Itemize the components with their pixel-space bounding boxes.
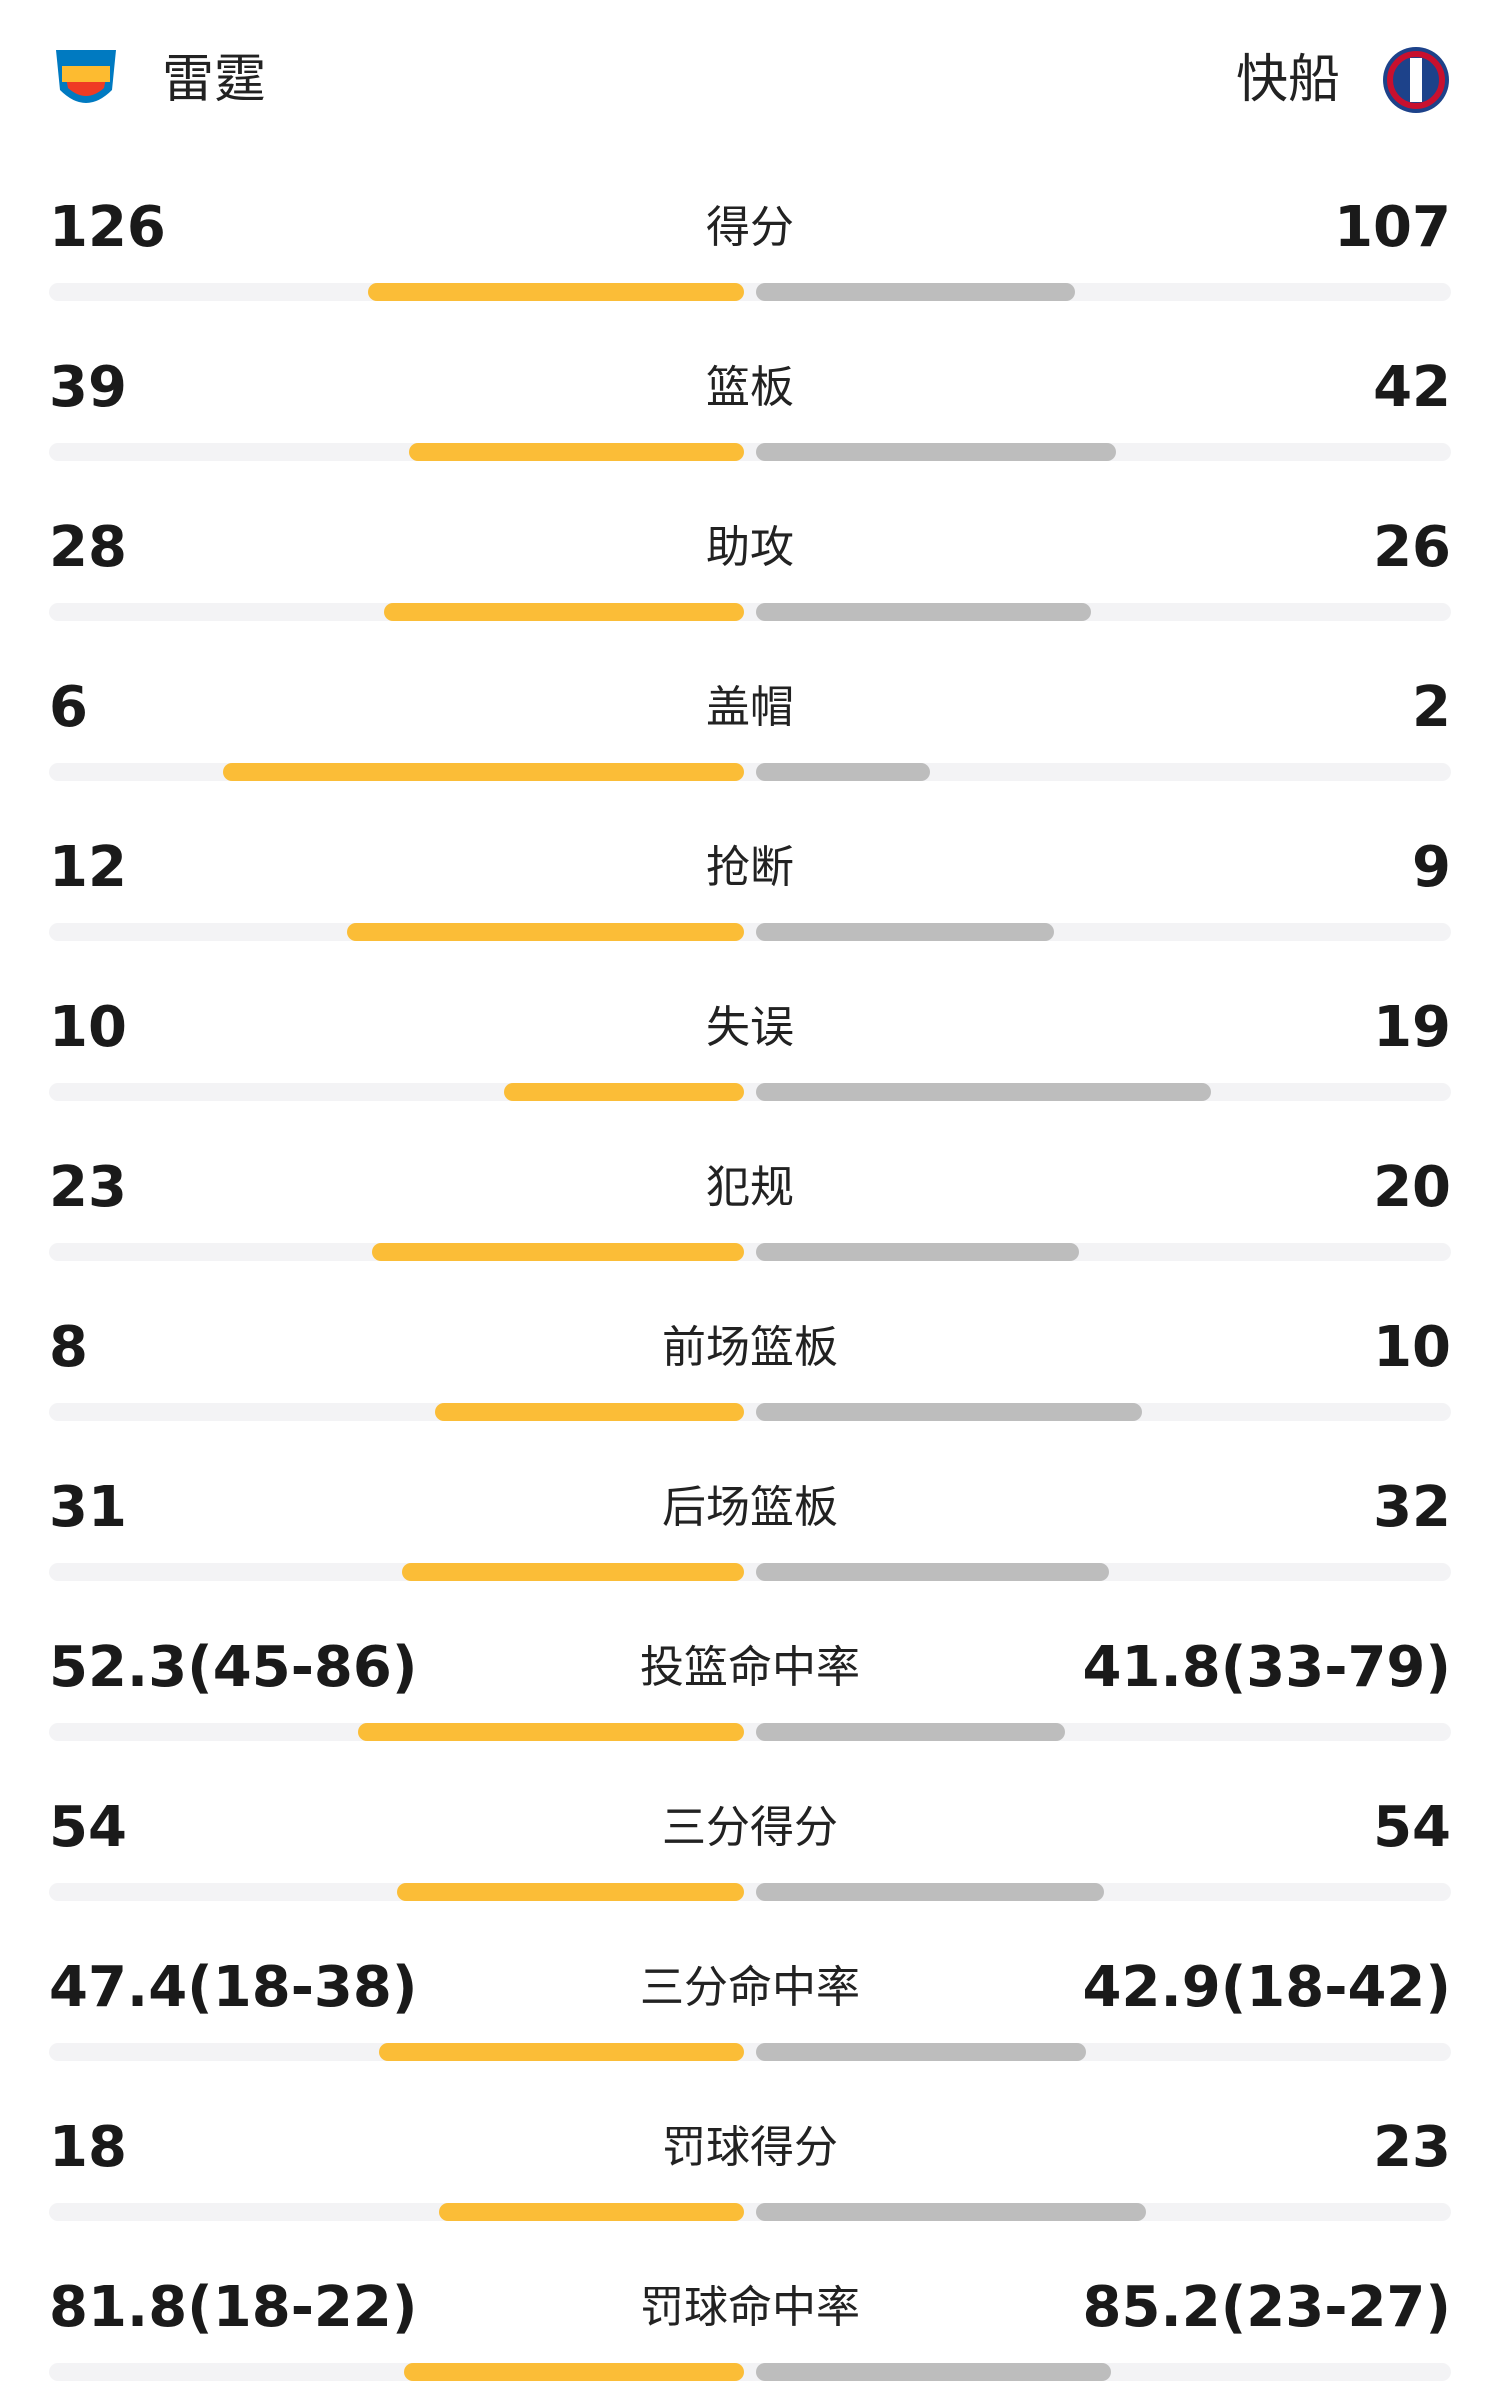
stat-label: 助攻 [706, 522, 794, 573]
away-bar [756, 1563, 1110, 1581]
away-value: 85.2(23-27) [1082, 2275, 1451, 2340]
away-value: 42.9(18-42) [1082, 1955, 1451, 2020]
away-bar [756, 443, 1117, 461]
away-value: 10 [1373, 1315, 1451, 1380]
bar-track [49, 2363, 1451, 2381]
away-bar [756, 1883, 1104, 1901]
stat-label: 罚球命中率 [640, 2282, 860, 2333]
home-bar [504, 1083, 744, 1101]
home-bar [396, 1883, 744, 1901]
away-value: 19 [1373, 995, 1451, 1060]
home-logo [56, 50, 116, 103]
stat-label: 三分命中率 [640, 1962, 860, 2013]
home-value: 31 [49, 1475, 127, 1540]
away-value: 42 [1373, 355, 1451, 420]
away-value: 107 [1334, 195, 1451, 260]
away-value: 9 [1412, 835, 1451, 900]
home-bar [372, 1243, 744, 1261]
away-value: 54 [1373, 1795, 1451, 1860]
away-bar [756, 763, 930, 781]
away-value: 32 [1373, 1475, 1451, 1540]
home-bar [409, 443, 744, 461]
bar-track [49, 1403, 1451, 1421]
bar-track [49, 1883, 1451, 1901]
stat-label: 投篮命中率 [640, 1642, 860, 1693]
stat-label: 抢断 [706, 842, 794, 893]
away-bar [756, 1243, 1080, 1261]
home-value: 18 [49, 2115, 127, 2180]
home-value: 12 [49, 835, 127, 900]
home-value: 6 [49, 675, 88, 740]
home-bar [357, 1723, 744, 1741]
home-bar [435, 1403, 744, 1421]
bar-track [49, 1563, 1451, 1581]
home-bar [438, 2203, 744, 2221]
away-bar [756, 283, 1076, 301]
home-team: 雷霆 [162, 50, 267, 110]
stat-label: 罚球得分 [662, 2122, 838, 2173]
home-value: 54 [49, 1795, 127, 1860]
stat-label: 后场篮板 [662, 1482, 838, 1533]
away-value: 41.8(33-79) [1082, 1635, 1451, 1700]
away-bar [756, 1083, 1212, 1101]
stat-label: 失误 [706, 1002, 794, 1053]
home-value: 8 [49, 1315, 88, 1380]
home-value: 81.8(18-22) [49, 2275, 418, 2340]
away-bar [756, 1723, 1065, 1741]
home-value: 47.4(18-38) [49, 1955, 418, 2020]
home-bar [222, 763, 744, 781]
away-team: 快船 [1235, 50, 1340, 110]
home-bar [368, 283, 744, 301]
bar-track [49, 283, 1451, 301]
bar-track [49, 603, 1451, 621]
away-bar [756, 2043, 1087, 2061]
home-bar [379, 2043, 744, 2061]
stat-label: 篮板 [706, 362, 794, 413]
bar-track [49, 1723, 1451, 1741]
bar-track [49, 1243, 1451, 1261]
away-logo [1383, 47, 1449, 113]
home-bar [383, 603, 744, 621]
bar-track [49, 1083, 1451, 1101]
stat-label: 三分得分 [662, 1802, 838, 1853]
away-value: 26 [1373, 515, 1451, 580]
stat-label: 盖帽 [706, 682, 794, 733]
away-value: 23 [1373, 2115, 1451, 2180]
bar-track [49, 923, 1451, 941]
away-bar [756, 2203, 1146, 2221]
home-value: 10 [49, 995, 127, 1060]
home-value: 23 [49, 1155, 127, 1220]
away-bar [756, 923, 1054, 941]
stat-label: 前场篮板 [662, 1322, 838, 1373]
home-value: 39 [49, 355, 127, 420]
bar-track [49, 2043, 1451, 2061]
away-bar [756, 2363, 1111, 2381]
away-bar [756, 603, 1091, 621]
home-value: 28 [49, 515, 127, 580]
stat-label: 得分 [706, 202, 794, 253]
bar-track [49, 2203, 1451, 2221]
away-value: 2 [1412, 675, 1451, 740]
home-value: 52.3(45-86) [49, 1635, 418, 1700]
home-value: 126 [49, 195, 166, 260]
away-bar [756, 1403, 1143, 1421]
home-bar [346, 923, 744, 941]
home-bar [403, 2363, 744, 2381]
home-bar [402, 1563, 744, 1581]
away-value: 20 [1373, 1155, 1451, 1220]
bar-track [49, 443, 1451, 461]
stat-label: 犯规 [706, 1162, 794, 1213]
